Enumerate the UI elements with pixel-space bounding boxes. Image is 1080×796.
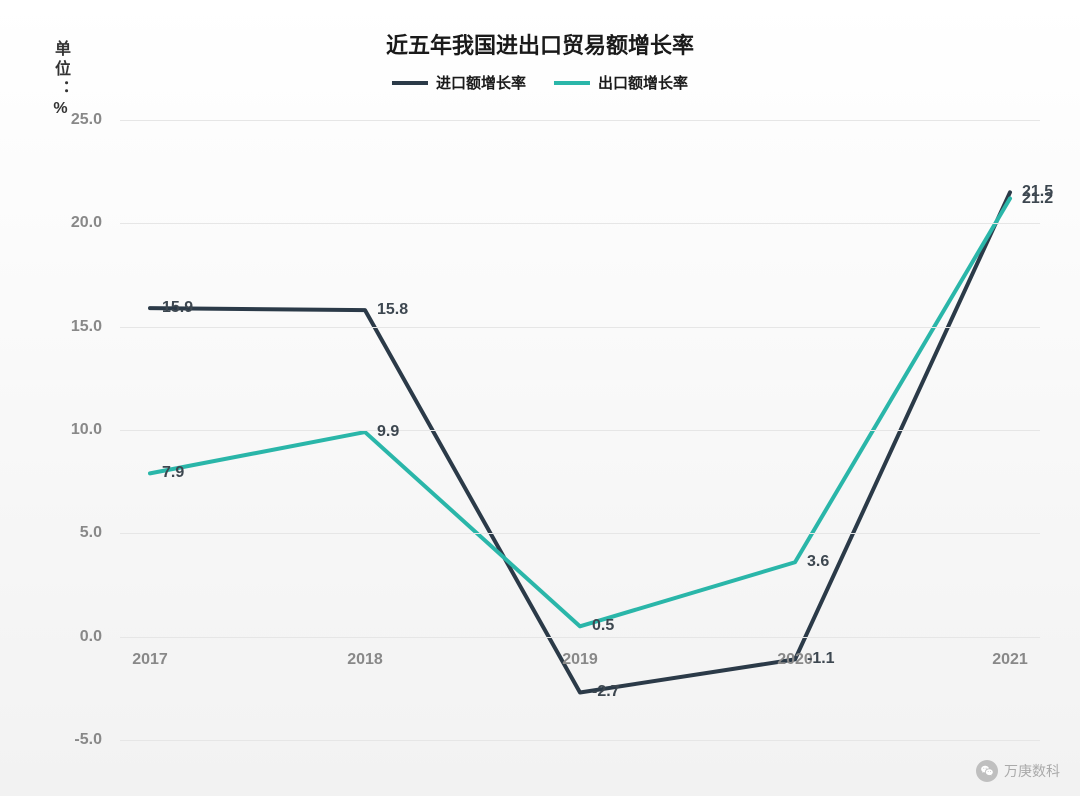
y-tick: 5.0	[80, 524, 120, 542]
gridline	[120, 223, 1040, 224]
watermark-text: 万庚数科	[1004, 761, 1060, 781]
chart-container: 近五年我国进出口贸易额增长率 单位：% 进口额增长率 出口额增长率 -5.0 0.…	[0, 0, 1080, 796]
legend: 进口额增长率 出口额增长率	[392, 72, 688, 93]
data-label: -1.1	[807, 650, 835, 668]
x-tick: 2017	[132, 651, 168, 669]
gridline	[120, 327, 1040, 328]
legend-label-export: 出口额增长率	[598, 72, 688, 93]
plot-area: -5.00.05.010.015.020.025.020172018201920…	[120, 120, 1040, 740]
data-label: 7.9	[162, 464, 184, 482]
line-import	[150, 192, 1010, 692]
chart-title: 近五年我国进出口贸易额增长率	[386, 28, 694, 60]
y-tick: 25.0	[71, 111, 120, 129]
legend-swatch-import	[392, 81, 428, 85]
data-label: 15.8	[377, 301, 408, 319]
wechat-icon	[976, 760, 998, 782]
watermark: 万庚数科	[976, 760, 1060, 782]
line-export	[150, 199, 1010, 627]
gridline	[120, 637, 1040, 638]
data-label: 15.9	[162, 299, 193, 317]
x-tick: 2021	[992, 651, 1028, 669]
y-tick: 15.0	[71, 318, 120, 336]
legend-item-export: 出口额增长率	[554, 72, 688, 93]
gridline	[120, 430, 1040, 431]
gridline	[120, 740, 1040, 741]
gridline	[120, 533, 1040, 534]
data-label: 0.5	[592, 617, 614, 635]
data-label: 21.2	[1022, 190, 1053, 208]
data-label: 9.9	[377, 423, 399, 441]
legend-swatch-export	[554, 81, 590, 85]
x-tick: 2018	[347, 651, 383, 669]
data-label: -2.7	[592, 683, 620, 701]
gridline	[120, 120, 1040, 121]
y-tick: 10.0	[71, 421, 120, 439]
y-tick: 20.0	[71, 214, 120, 232]
y-axis-title: 单位：%	[48, 40, 72, 121]
x-tick: 2019	[562, 651, 598, 669]
data-label: 3.6	[807, 553, 829, 571]
legend-item-import: 进口额增长率	[392, 72, 526, 93]
y-tick: -5.0	[74, 731, 120, 749]
legend-label-import: 进口额增长率	[436, 72, 526, 93]
y-tick: 0.0	[80, 628, 120, 646]
